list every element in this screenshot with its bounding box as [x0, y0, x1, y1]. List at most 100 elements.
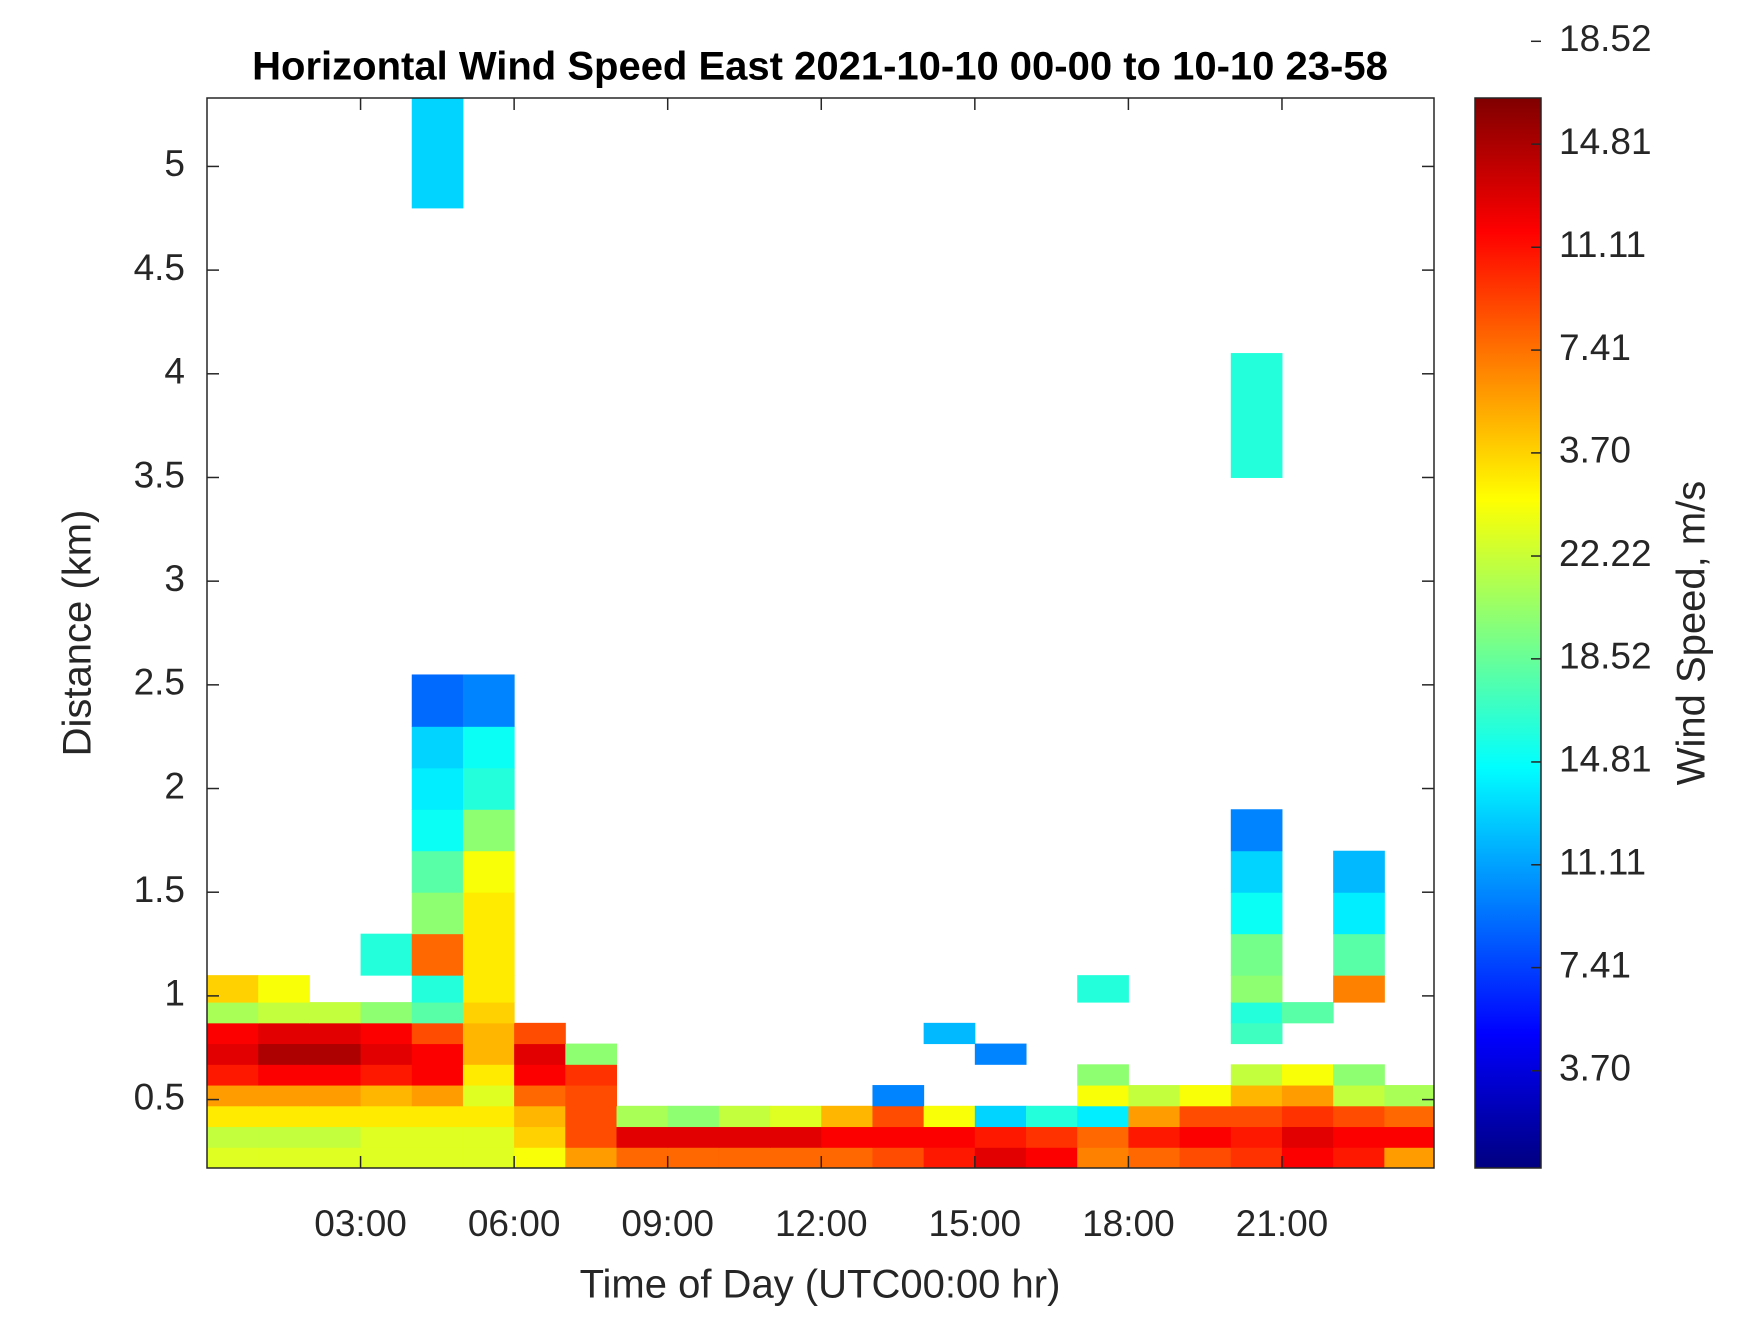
heatmap-cell: [411, 1105, 464, 1128]
heatmap-cell: [360, 1126, 413, 1148]
heatmap-cell: [462, 1147, 515, 1168]
heatmap-cell: [1230, 1064, 1283, 1086]
y-tick-label: 3: [164, 558, 185, 599]
heatmap-cell: [872, 1105, 925, 1128]
y-tick-label: 1.5: [134, 869, 185, 910]
heatmap-cell: [872, 1147, 925, 1168]
heatmap-cell: [1077, 975, 1129, 1003]
heatmap-cell: [616, 1105, 669, 1128]
heatmap-cell: [1077, 1105, 1129, 1128]
colorbar-label: Wind Speed, m/s: [1670, 481, 1714, 786]
heatmap-cell: [207, 1002, 259, 1024]
heatmap-cell: [411, 975, 464, 1003]
heatmap-cell: [565, 1105, 618, 1128]
heatmap-cell: [1230, 1085, 1283, 1107]
heatmap-cell: [1281, 1064, 1334, 1086]
heatmap-cell: [411, 674, 464, 727]
heatmap-cell: [462, 850, 515, 893]
heatmap-cell: [923, 1126, 976, 1148]
heatmap-cell: [1230, 892, 1283, 935]
heatmap-cell: [411, 1085, 464, 1107]
heatmap-cell: [360, 1147, 413, 1168]
heatmap-cell: [309, 1043, 362, 1065]
heatmap-cell: [309, 1085, 362, 1107]
heatmap-cell: [1179, 1105, 1232, 1128]
x-tick-label: 03:00: [314, 1203, 407, 1244]
heatmap-cell: [207, 1105, 259, 1128]
heatmap-cell: [1333, 1105, 1385, 1128]
heatmap-cell: [667, 1126, 720, 1148]
heatmap-cell: [207, 1085, 259, 1107]
heatmap-cell: [411, 1064, 464, 1086]
heatmap-cell: [462, 1064, 515, 1086]
heatmap-cell: [1281, 1147, 1334, 1168]
x-tick-label: 12:00: [775, 1203, 868, 1244]
heatmap-cell: [974, 1043, 1027, 1065]
y-tick-label: 1: [164, 973, 185, 1014]
heatmap-cell: [207, 1064, 259, 1086]
heatmap-cell: [258, 1126, 310, 1148]
heatmap-cell: [923, 1022, 976, 1045]
heatmap-cell: [514, 1043, 566, 1065]
y-tick-label: 4.5: [134, 247, 185, 288]
heatmap-cell: [411, 1022, 464, 1045]
heatmap-cell: [616, 1147, 669, 1168]
heatmap-cell: [360, 1085, 413, 1107]
heatmap-cell: [207, 1043, 259, 1065]
colorbar-tick-label: 14.81: [1559, 739, 1652, 780]
colorbar-tick-label: 3.70: [1559, 430, 1631, 471]
x-tick-label: 21:00: [1236, 1203, 1329, 1244]
heatmap-cell: [514, 1064, 566, 1086]
heatmap-cell: [1077, 1126, 1129, 1148]
heatmap-cell: [411, 809, 464, 852]
heatmap-cell: [616, 1126, 669, 1148]
heatmap-cell: [923, 1147, 976, 1168]
heatmap-cell: [770, 1126, 822, 1148]
heatmap-cell: [309, 1126, 362, 1148]
heatmap-cell: [1333, 850, 1385, 893]
heatmap-cell: [411, 1002, 464, 1024]
heatmap-cell: [411, 726, 464, 769]
heatmap-cell: [1384, 1147, 1434, 1168]
heatmap-cell: [1281, 1126, 1334, 1148]
heatmap-cell: [258, 1085, 310, 1107]
colorbar-tick-label: 7.41: [1559, 944, 1631, 985]
heatmap-cell: [514, 1147, 566, 1168]
heatmap-cell: [462, 1002, 515, 1024]
heatmap-cell: [462, 809, 515, 852]
y-tick-label: 3.5: [134, 454, 185, 495]
heatmap-cell: [565, 1085, 618, 1107]
heatmap-cell: [1077, 1064, 1129, 1086]
heatmap-cell: [258, 1105, 310, 1128]
x-tick-label: 18:00: [1082, 1203, 1175, 1244]
heatmap-cell: [1026, 1126, 1078, 1148]
heatmap-cell: [462, 726, 515, 769]
chart-title: Horizontal Wind Speed East 2021-10-10 00…: [252, 45, 1388, 89]
heatmap-cell: [1384, 1085, 1434, 1107]
y-tick-label: 4: [164, 351, 185, 392]
heatmap-cell: [1230, 933, 1283, 976]
heatmap-cell: [718, 1126, 771, 1148]
heatmap-cell: [1230, 353, 1283, 478]
heatmap-cell: [1230, 1126, 1283, 1148]
heatmap-cell: [770, 1147, 822, 1168]
heatmap-cell: [974, 1105, 1027, 1128]
heatmap-cell: [1128, 1126, 1181, 1148]
heatmap: [207, 98, 1434, 1168]
heatmap-cell: [667, 1147, 720, 1168]
colorbar-tick-label: 18.52: [1559, 18, 1652, 59]
x-tick-label: 15:00: [929, 1203, 1022, 1244]
heatmap-cell: [207, 975, 259, 1003]
y-tick-label: 2: [164, 765, 185, 806]
heatmap-cell: [1179, 1085, 1232, 1107]
heatmap-cell: [1128, 1085, 1181, 1107]
heatmap-cell: [258, 1043, 310, 1065]
heatmap-cell: [1230, 1022, 1283, 1045]
heatmap-cell: [514, 1085, 566, 1107]
heatmap-cell: [821, 1126, 873, 1148]
heatmap-cell: [1384, 1126, 1434, 1148]
colorbar-tick-label: 11.11: [1559, 224, 1646, 265]
heatmap-cell: [411, 1043, 464, 1065]
heatmap-cell: [565, 1126, 618, 1148]
heatmap-cell: [1230, 975, 1283, 1003]
